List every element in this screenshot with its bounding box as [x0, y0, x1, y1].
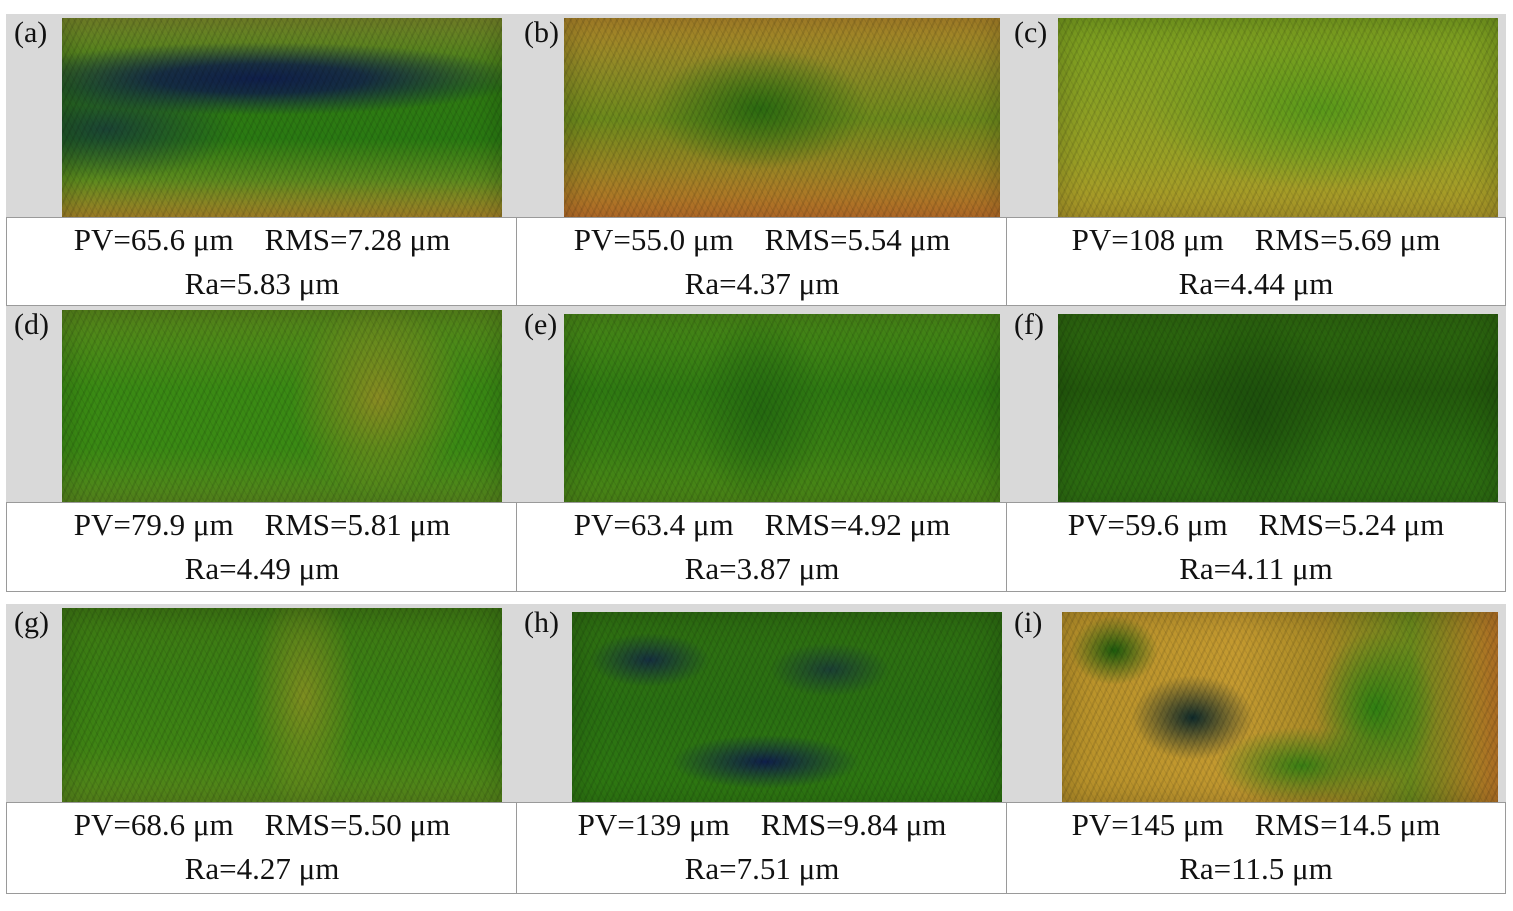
- caption: PV=139 μm RMS=9.84 μm Ra=7.51 μm: [516, 802, 1008, 894]
- panel-label: (d): [12, 308, 51, 342]
- caption: PV=63.4 μm RMS=4.92 μm Ra=3.87 μm: [516, 502, 1008, 592]
- caption-ra: Ra=11.5 μm: [1179, 851, 1333, 886]
- surface-image-e: [564, 314, 1000, 506]
- panel-label: (e): [522, 308, 560, 342]
- caption: PV=108 μm RMS=5.69 μm Ra=4.44 μm: [1006, 217, 1506, 306]
- panel-label: (c): [1012, 16, 1050, 50]
- surface-image-c: [1058, 18, 1498, 220]
- panel-b: (b) PV=55.0 μm RMS=5.54 μm Ra=4.37 μm: [516, 14, 1008, 306]
- surface-image-b: [564, 18, 1000, 220]
- surface-image-h: [572, 612, 1002, 804]
- caption-ra: Ra=3.87 μm: [684, 551, 840, 586]
- surface-image-a: [62, 18, 502, 220]
- caption-pv-rms: PV=59.6 μm RMS=5.24 μm: [1067, 507, 1445, 542]
- panel-e: (e) PV=63.4 μm RMS=4.92 μm Ra=3.87 μm: [516, 306, 1008, 592]
- caption-pv-rms: PV=145 μm RMS=14.5 μm: [1071, 807, 1441, 842]
- caption-pv-rms: PV=68.6 μm RMS=5.50 μm: [73, 807, 451, 842]
- caption-ra: Ra=5.83 μm: [184, 266, 340, 301]
- caption: PV=65.6 μm RMS=7.28 μm Ra=5.83 μm: [6, 217, 518, 306]
- panel-g: (g) PV=68.6 μm RMS=5.50 μm Ra=4.27 μm: [6, 604, 518, 894]
- caption-ra: Ra=7.51 μm: [684, 851, 840, 886]
- caption: PV=68.6 μm RMS=5.50 μm Ra=4.27 μm: [6, 802, 518, 894]
- panel-label: (g): [12, 606, 51, 640]
- panel-c: (c) PV=108 μm RMS=5.69 μm Ra=4.44 μm: [1006, 14, 1506, 306]
- panel-a: (a) PV=65.6 μm RMS=7.28 μm Ra=5.83 μm: [6, 14, 518, 306]
- caption: PV=59.6 μm RMS=5.24 μm Ra=4.11 μm: [1006, 502, 1506, 592]
- panel-label: (b): [522, 16, 561, 50]
- caption-pv-rms: PV=139 μm RMS=9.84 μm: [577, 807, 947, 842]
- caption: PV=79.9 μm RMS=5.81 μm Ra=4.49 μm: [6, 502, 518, 592]
- caption-pv-rms: PV=63.4 μm RMS=4.92 μm: [573, 507, 951, 542]
- surface-image-i: [1062, 612, 1498, 804]
- panel-h: (h) PV=139 μm RMS=9.84 μm Ra=7.51 μm: [516, 604, 1008, 894]
- caption-pv-rms: PV=55.0 μm RMS=5.54 μm: [573, 222, 951, 257]
- surface-image-d: [62, 310, 502, 506]
- caption-ra: Ra=4.49 μm: [184, 551, 340, 586]
- caption-ra: Ra=4.37 μm: [684, 266, 840, 301]
- caption-pv-rms: PV=108 μm RMS=5.69 μm: [1071, 222, 1441, 257]
- panel-label: (a): [12, 16, 50, 50]
- caption: PV=55.0 μm RMS=5.54 μm Ra=4.37 μm: [516, 217, 1008, 306]
- caption: PV=145 μm RMS=14.5 μm Ra=11.5 μm: [1006, 802, 1506, 894]
- panel-f: (f) PV=59.6 μm RMS=5.24 μm Ra=4.11 μm: [1006, 306, 1506, 592]
- surface-image-g: [62, 608, 502, 804]
- panel-label: (i): [1012, 606, 1045, 640]
- caption-pv-rms: PV=79.9 μm RMS=5.81 μm: [73, 507, 451, 542]
- panel-label: (h): [522, 606, 561, 640]
- surface-image-f: [1058, 314, 1498, 506]
- caption-ra: Ra=4.44 μm: [1178, 266, 1334, 301]
- panel-d: (d) PV=79.9 μm RMS=5.81 μm Ra=4.49 μm: [6, 306, 518, 592]
- caption-ra: Ra=4.27 μm: [184, 851, 340, 886]
- panel-i: (i) PV=145 μm RMS=14.5 μm Ra=11.5 μm: [1006, 604, 1506, 894]
- panel-label: (f): [1012, 308, 1046, 342]
- caption-ra: Ra=4.11 μm: [1179, 551, 1333, 586]
- caption-pv-rms: PV=65.6 μm RMS=7.28 μm: [73, 222, 451, 257]
